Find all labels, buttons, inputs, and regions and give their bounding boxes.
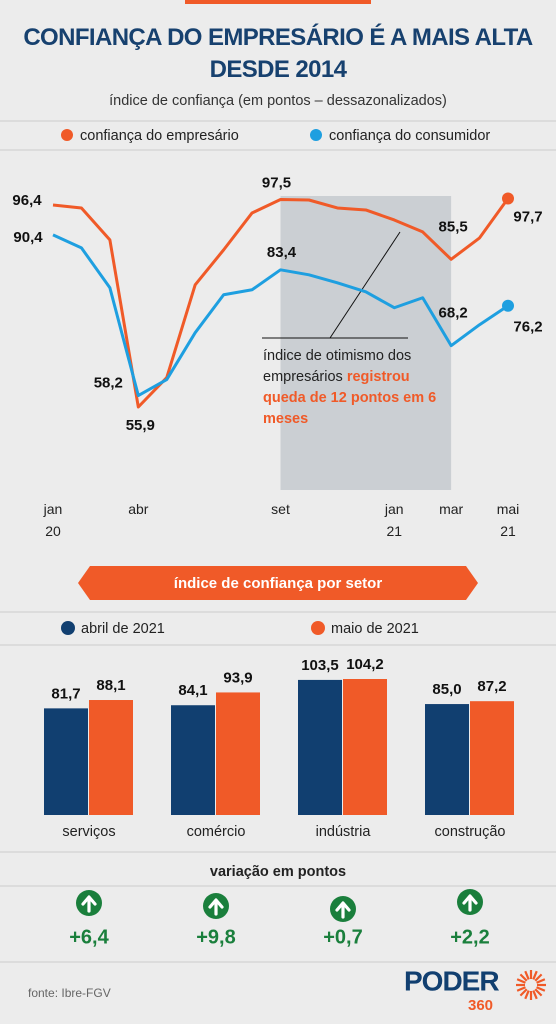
legend-label: maio de 2021	[331, 621, 419, 637]
line	[52, 233, 509, 398]
section-banner	[78, 566, 478, 600]
section-title: índice de confiança por setor	[174, 575, 383, 592]
logo-ray	[534, 988, 543, 997]
bar	[216, 692, 260, 815]
variation-label: +2,2	[450, 926, 489, 948]
logo-ray	[524, 970, 530, 980]
data-label: 103,5	[301, 657, 339, 674]
annotation-highlight: registrou queda de 12 pontos em 6 meses	[263, 369, 437, 427]
x-tick-label: mai 21	[496, 501, 520, 539]
data-label: 104,2	[346, 656, 384, 673]
data-label: 76,2	[513, 319, 542, 336]
bar	[171, 705, 215, 815]
x-tick-label: mar	[439, 501, 464, 517]
arrow-icon	[462, 894, 478, 912]
variation-label: +0,7	[323, 926, 362, 948]
logo: PODER	[404, 965, 499, 996]
x-tick-label: jan 20	[43, 501, 63, 539]
logo-sub: 360	[468, 997, 493, 1014]
logo-ray	[536, 986, 546, 992]
x-tick-label: abr	[128, 501, 149, 517]
bar	[343, 679, 387, 815]
data-label: 93,9	[223, 669, 252, 686]
bar	[44, 708, 88, 815]
top-bar	[185, 0, 371, 4]
legend-label: abril de 2021	[81, 621, 165, 637]
end-point	[502, 192, 514, 205]
x-tick-label: indústria	[316, 824, 372, 840]
x-tick-label: construção	[435, 824, 506, 840]
arrow-icon	[208, 898, 224, 916]
data-label: 85,0	[432, 681, 461, 698]
bar	[425, 704, 469, 815]
variation-label: +6,4	[69, 926, 109, 948]
data-label: 97,7	[513, 208, 542, 225]
legend-marker	[311, 621, 325, 635]
annotation: índice de otimismo dos empresários regis…	[263, 346, 443, 430]
bar	[470, 701, 514, 815]
data-label: 84,1	[178, 682, 207, 699]
data-label: 97,5	[262, 174, 291, 191]
logo-ray	[534, 973, 543, 982]
x-tick-label: jan 21	[384, 501, 404, 539]
logo-ray	[532, 970, 538, 980]
arrow-icon	[81, 895, 97, 913]
x-tick-label: set	[271, 501, 290, 517]
data-label: 83,4	[267, 244, 297, 261]
bar	[298, 679, 342, 815]
variation-title: variação em pontos	[210, 864, 346, 880]
arrow-icon	[335, 901, 351, 919]
legend-marker	[310, 129, 322, 141]
data-label: 85,5	[439, 218, 468, 235]
variation-label: +9,8	[196, 926, 235, 948]
logo-ray	[516, 986, 526, 992]
data-label: 96,4	[12, 192, 42, 209]
line	[52, 197, 510, 409]
logo-ray	[519, 988, 528, 997]
logo-ray	[519, 973, 528, 982]
logo-ray	[536, 978, 546, 984]
x-tick-label: serviços	[62, 824, 115, 840]
data-label: 55,9	[126, 417, 155, 434]
x-tick-label: comércio	[187, 824, 246, 840]
data-label: 87,2	[477, 678, 506, 695]
data-label: 58,2	[94, 374, 123, 391]
source: fonte: Ibre-FGV	[28, 986, 111, 1000]
data-label: 90,4	[13, 229, 43, 246]
legend-label: confiança do empresário	[80, 128, 239, 144]
annotation-line	[329, 231, 401, 339]
logo-ray	[532, 990, 538, 1000]
bar	[89, 700, 133, 815]
data-label: 68,2	[439, 305, 468, 322]
data-label: 88,1	[96, 677, 125, 694]
highlight-period	[280, 196, 452, 490]
subtitle: índice de confiança (em pontos – dessazo…	[109, 93, 447, 109]
annotation-text: índice de otimismo dos empresários	[263, 348, 412, 385]
end-point	[502, 299, 514, 312]
legend-label: confiança do consumidor	[329, 128, 490, 144]
legend-marker	[61, 129, 73, 141]
legend-marker	[61, 621, 75, 635]
logo-ray	[524, 990, 530, 1000]
data-label: 81,7	[51, 685, 80, 702]
logo-ray	[516, 978, 526, 984]
title: CONFIANÇA DO EMPRESÁRIO É A MAIS ALTA DE…	[23, 24, 533, 83]
